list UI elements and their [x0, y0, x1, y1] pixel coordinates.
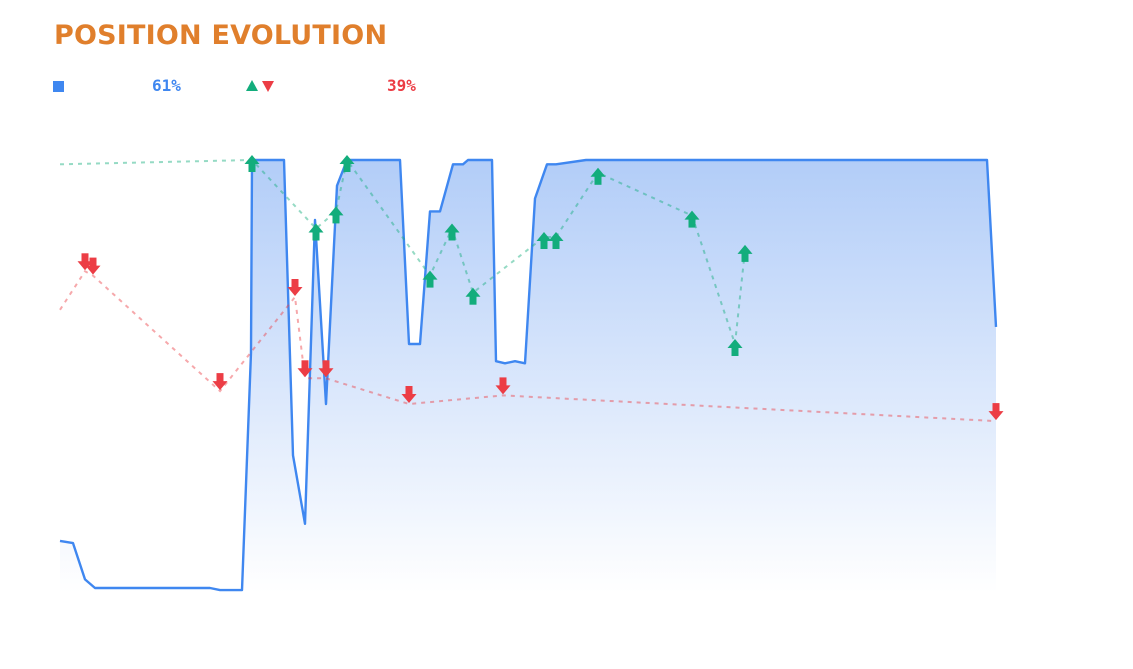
buy-arrow-icon	[308, 223, 324, 241]
position-legend-value: 61%	[152, 76, 181, 95]
position-legend-swatch	[53, 81, 64, 92]
sell-signal-line	[59, 269, 997, 423]
buy-signal-line	[59, 157, 746, 345]
buy-legend-icon	[246, 80, 258, 91]
plot-area	[59, 155, 1004, 593]
sell-arrow-icon	[212, 373, 228, 391]
position-area	[60, 160, 996, 593]
position-line	[59, 158, 998, 592]
sell-arrow-icon	[287, 279, 303, 296]
sell-legend-icon	[262, 81, 274, 92]
legend: 61% 39%	[53, 76, 473, 96]
signal-legend-value: 39%	[387, 76, 416, 95]
chart-title: POSITION EVOLUTION	[54, 20, 388, 51]
